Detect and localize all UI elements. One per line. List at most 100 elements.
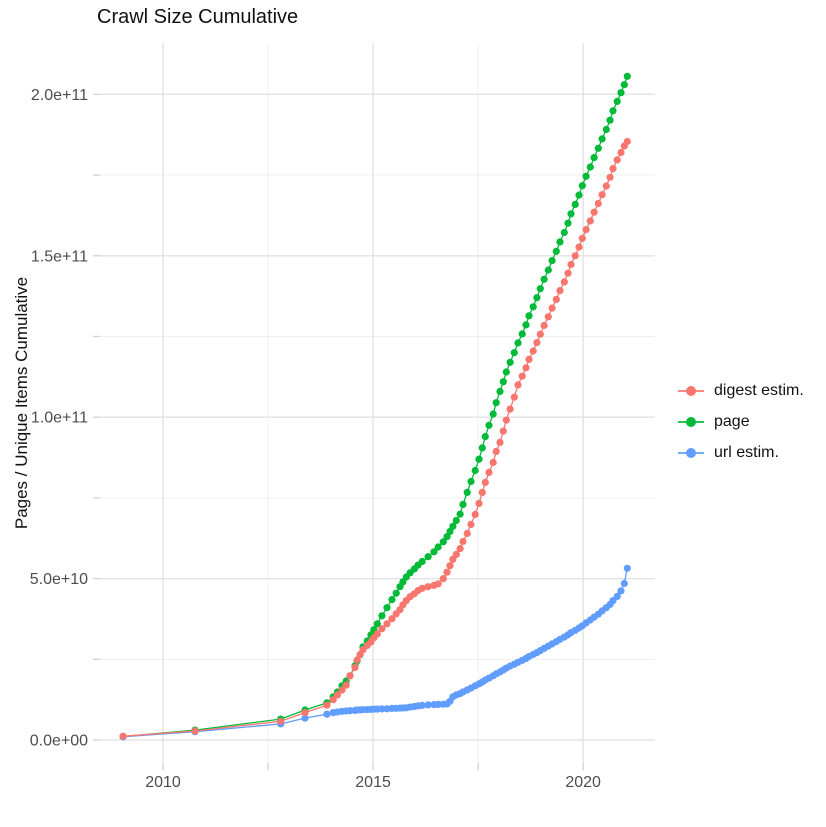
data-point bbox=[439, 538, 447, 546]
data-point bbox=[606, 173, 614, 181]
data-point bbox=[567, 260, 575, 269]
data-point bbox=[613, 97, 621, 105]
data-point bbox=[540, 275, 548, 283]
data-point bbox=[620, 81, 628, 89]
data-point bbox=[481, 478, 489, 486]
data-point bbox=[617, 587, 625, 595]
data-point bbox=[475, 499, 483, 507]
data-point bbox=[443, 568, 451, 576]
data-point bbox=[475, 455, 483, 463]
data-point bbox=[514, 381, 522, 389]
data-point bbox=[552, 247, 560, 255]
data-point bbox=[383, 620, 391, 628]
data-point bbox=[533, 294, 541, 302]
legend-label: digest estim. bbox=[714, 382, 804, 399]
data-point bbox=[418, 557, 426, 566]
data-point bbox=[623, 137, 631, 146]
data-point bbox=[333, 691, 341, 699]
data-point bbox=[446, 562, 454, 570]
data-point bbox=[434, 700, 442, 709]
data-point bbox=[594, 144, 602, 152]
data-point bbox=[378, 612, 386, 620]
data-point bbox=[338, 686, 346, 694]
data-point bbox=[388, 596, 396, 604]
legend-item-url-estim: url estim. bbox=[678, 443, 804, 463]
data-point bbox=[548, 257, 556, 265]
data-point bbox=[342, 681, 350, 689]
data-point bbox=[575, 243, 583, 251]
data-point bbox=[586, 217, 594, 225]
data-point bbox=[560, 278, 568, 286]
data-point bbox=[510, 349, 518, 357]
data-point bbox=[582, 172, 590, 180]
data-point bbox=[594, 199, 602, 208]
data-point bbox=[471, 466, 479, 475]
data-point bbox=[613, 592, 621, 601]
data-point bbox=[478, 488, 486, 496]
data-point bbox=[552, 295, 560, 303]
data-point bbox=[478, 444, 486, 452]
y-tick-label: 1.0e+11 bbox=[31, 410, 88, 427]
data-point bbox=[329, 696, 337, 704]
data-point bbox=[323, 701, 331, 709]
data-point bbox=[514, 339, 522, 347]
data-point bbox=[485, 421, 493, 429]
legend-key-url-icon bbox=[678, 443, 704, 463]
data-point bbox=[463, 529, 471, 538]
data-point bbox=[449, 522, 457, 530]
data-point bbox=[502, 416, 510, 424]
data-point bbox=[424, 701, 432, 709]
data-point bbox=[506, 405, 514, 413]
data-point bbox=[443, 533, 451, 541]
data-point bbox=[502, 368, 510, 376]
data-point bbox=[418, 701, 426, 710]
data-point bbox=[567, 210, 575, 218]
data-point bbox=[452, 516, 460, 525]
data-point bbox=[459, 500, 467, 508]
data-point bbox=[373, 630, 381, 638]
data-point bbox=[191, 727, 199, 735]
legend-label: url estim. bbox=[714, 444, 779, 461]
data-point bbox=[571, 252, 579, 260]
data-point bbox=[452, 550, 460, 559]
data-point bbox=[434, 543, 442, 551]
data-point bbox=[522, 364, 530, 372]
data-point bbox=[392, 589, 400, 597]
data-point bbox=[434, 580, 442, 588]
data-point bbox=[499, 378, 507, 386]
legend-item-digest-estim: digest estim. bbox=[678, 381, 804, 401]
data-point bbox=[556, 238, 564, 246]
data-point bbox=[489, 410, 497, 418]
data-point bbox=[536, 330, 544, 338]
data-point bbox=[548, 304, 556, 312]
data-point bbox=[590, 208, 598, 216]
data-point bbox=[301, 714, 309, 722]
data-point bbox=[620, 579, 628, 588]
x-tick-label: 2015 bbox=[355, 774, 391, 791]
data-point bbox=[388, 615, 396, 623]
data-point bbox=[459, 537, 467, 546]
data-point bbox=[481, 433, 489, 441]
data-point bbox=[564, 219, 572, 227]
legend-key-page-icon bbox=[678, 412, 704, 432]
data-point bbox=[609, 165, 617, 173]
data-point bbox=[598, 191, 606, 199]
data-point bbox=[463, 488, 471, 496]
data-point bbox=[518, 330, 526, 338]
data-point bbox=[560, 228, 568, 237]
data-point bbox=[424, 553, 432, 561]
y-tick-label: 1.5e+11 bbox=[31, 248, 88, 265]
data-point bbox=[492, 399, 500, 407]
data-point bbox=[430, 548, 438, 556]
data-point bbox=[613, 156, 621, 164]
data-point bbox=[373, 620, 381, 628]
data-point bbox=[602, 125, 610, 134]
data-point bbox=[609, 107, 617, 115]
data-point bbox=[525, 312, 533, 320]
data-point bbox=[536, 285, 544, 293]
data-point bbox=[586, 163, 594, 171]
data-point bbox=[529, 347, 537, 355]
data-point bbox=[499, 427, 507, 435]
